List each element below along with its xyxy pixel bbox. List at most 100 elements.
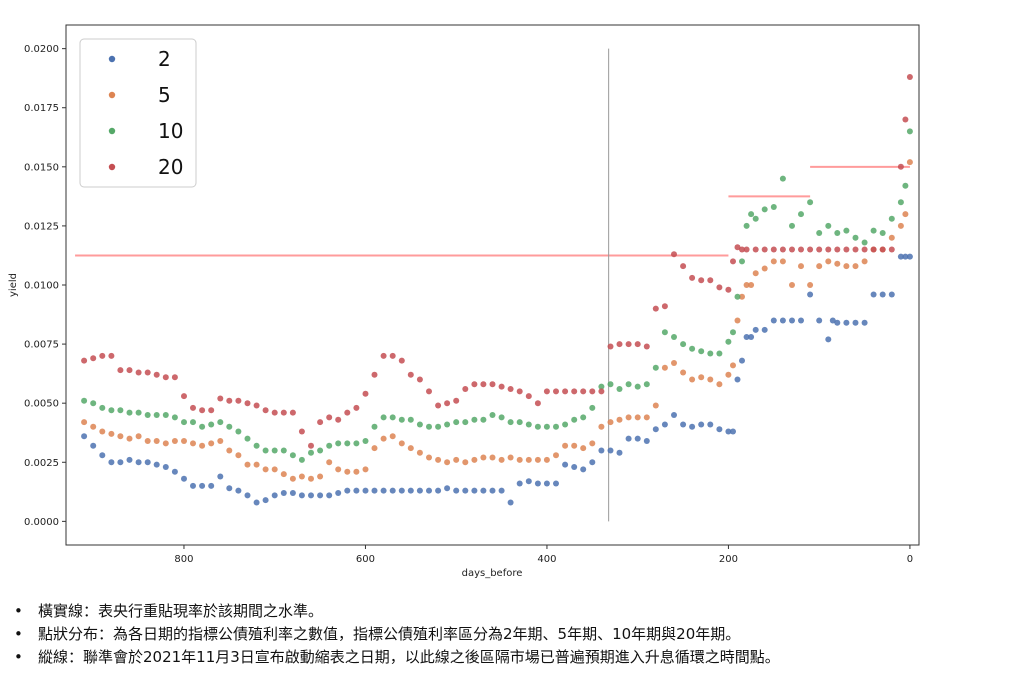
- point-series-20: [181, 393, 187, 400]
- point-series-20: [730, 258, 736, 265]
- point-series-5: [453, 456, 460, 463]
- point-series-10: [906, 128, 913, 135]
- y-tick-label: 0.0125: [24, 221, 59, 232]
- point-series-20: [779, 246, 786, 253]
- point-series-5: [99, 428, 106, 435]
- point-series-10: [861, 239, 868, 246]
- point-series-5: [861, 258, 868, 265]
- point-series-20: [861, 246, 868, 253]
- point-series-5: [789, 282, 795, 288]
- point-series-2: [108, 459, 115, 466]
- point-series-10: [743, 222, 750, 229]
- point-series-10: [725, 338, 732, 345]
- series-20: [81, 74, 913, 449]
- y-tick-label: 0.0175: [24, 103, 59, 114]
- point-series-2: [625, 435, 632, 442]
- point-series-5: [897, 222, 904, 229]
- point-series-5: [380, 435, 387, 442]
- point-series-2: [298, 492, 305, 499]
- point-series-2: [507, 499, 514, 506]
- point-series-20: [616, 341, 623, 348]
- x-tick-label: 400: [537, 554, 556, 565]
- point-series-20: [253, 402, 260, 409]
- point-series-5: [661, 364, 668, 371]
- point-series-10: [389, 414, 396, 421]
- point-series-10: [553, 423, 559, 430]
- point-series-10: [371, 423, 378, 430]
- point-series-5: [902, 211, 909, 218]
- point-series-20: [652, 305, 659, 312]
- point-series-10: [534, 423, 541, 430]
- point-series-20: [280, 409, 287, 416]
- legend: 2 5 10 20: [79, 38, 197, 188]
- point-series-5: [589, 440, 596, 447]
- point-series-2: [707, 421, 714, 428]
- point-series-10: [897, 199, 904, 206]
- yield-chart: 800 600 400 200 0 0.00000.00250.00500.00750.…: [8, 24, 920, 579]
- point-series-2: [562, 461, 569, 468]
- point-series-2: [589, 459, 596, 466]
- point-series-20: [81, 357, 88, 364]
- point-series-20: [453, 397, 460, 404]
- point-series-5: [680, 369, 687, 376]
- point-series-10: [798, 211, 804, 218]
- point-series-20: [199, 407, 206, 414]
- x-axis-label: days_before: [462, 568, 523, 579]
- point-series-2: [698, 421, 705, 428]
- point-series-2: [335, 490, 342, 496]
- point-series-10: [289, 452, 296, 459]
- point-series-2: [870, 291, 877, 298]
- point-series-5: [834, 260, 841, 267]
- point-series-10: [834, 230, 841, 236]
- point-series-10: [816, 230, 823, 236]
- point-series-10: [752, 215, 759, 222]
- point-series-5: [362, 466, 369, 473]
- legend-marker-20: [108, 163, 116, 171]
- point-series-5: [734, 317, 741, 324]
- point-series-5: [489, 454, 496, 461]
- point-series-10: [190, 419, 196, 426]
- x-tick-label: 600: [356, 554, 375, 565]
- point-series-2: [471, 487, 478, 494]
- point-series-20: [852, 246, 859, 253]
- point-series-10: [516, 419, 523, 426]
- x-tick-label: 0: [907, 554, 913, 565]
- point-series-2: [748, 334, 755, 340]
- point-series-2: [389, 487, 396, 494]
- point-series-10: [362, 438, 369, 444]
- point-series-2: [525, 478, 532, 485]
- point-series-5: [534, 456, 541, 463]
- point-series-10: [680, 341, 687, 348]
- point-series-5: [280, 471, 287, 478]
- legend-label-10: 10: [158, 119, 183, 143]
- point-series-20: [235, 397, 242, 404]
- point-series-10: [208, 421, 215, 428]
- point-series-5: [798, 263, 804, 270]
- point-series-10: [308, 449, 314, 456]
- point-series-5: [190, 440, 196, 447]
- point-series-2: [280, 490, 287, 496]
- point-series-5: [353, 468, 360, 475]
- point-series-2: [262, 497, 269, 504]
- point-series-20: [516, 388, 523, 395]
- point-series-20: [906, 74, 913, 80]
- point-series-2: [789, 317, 795, 324]
- point-series-5: [289, 475, 296, 482]
- point-series-20: [879, 246, 886, 253]
- point-series-10: [126, 409, 133, 416]
- point-series-20: [407, 371, 414, 378]
- legend-marker-10: [108, 127, 116, 135]
- point-series-2: [199, 482, 206, 489]
- point-series-5: [634, 414, 641, 421]
- point-series-5: [217, 438, 224, 444]
- point-series-20: [190, 404, 196, 411]
- point-series-5: [562, 442, 569, 449]
- legend-box: [79, 38, 197, 188]
- point-series-20: [462, 386, 469, 392]
- point-series-10: [298, 456, 305, 463]
- point-series-2: [398, 487, 405, 494]
- point-series-5: [471, 456, 478, 463]
- point-series-20: [798, 246, 804, 253]
- point-series-5: [671, 360, 677, 366]
- point-series-2: [716, 426, 723, 433]
